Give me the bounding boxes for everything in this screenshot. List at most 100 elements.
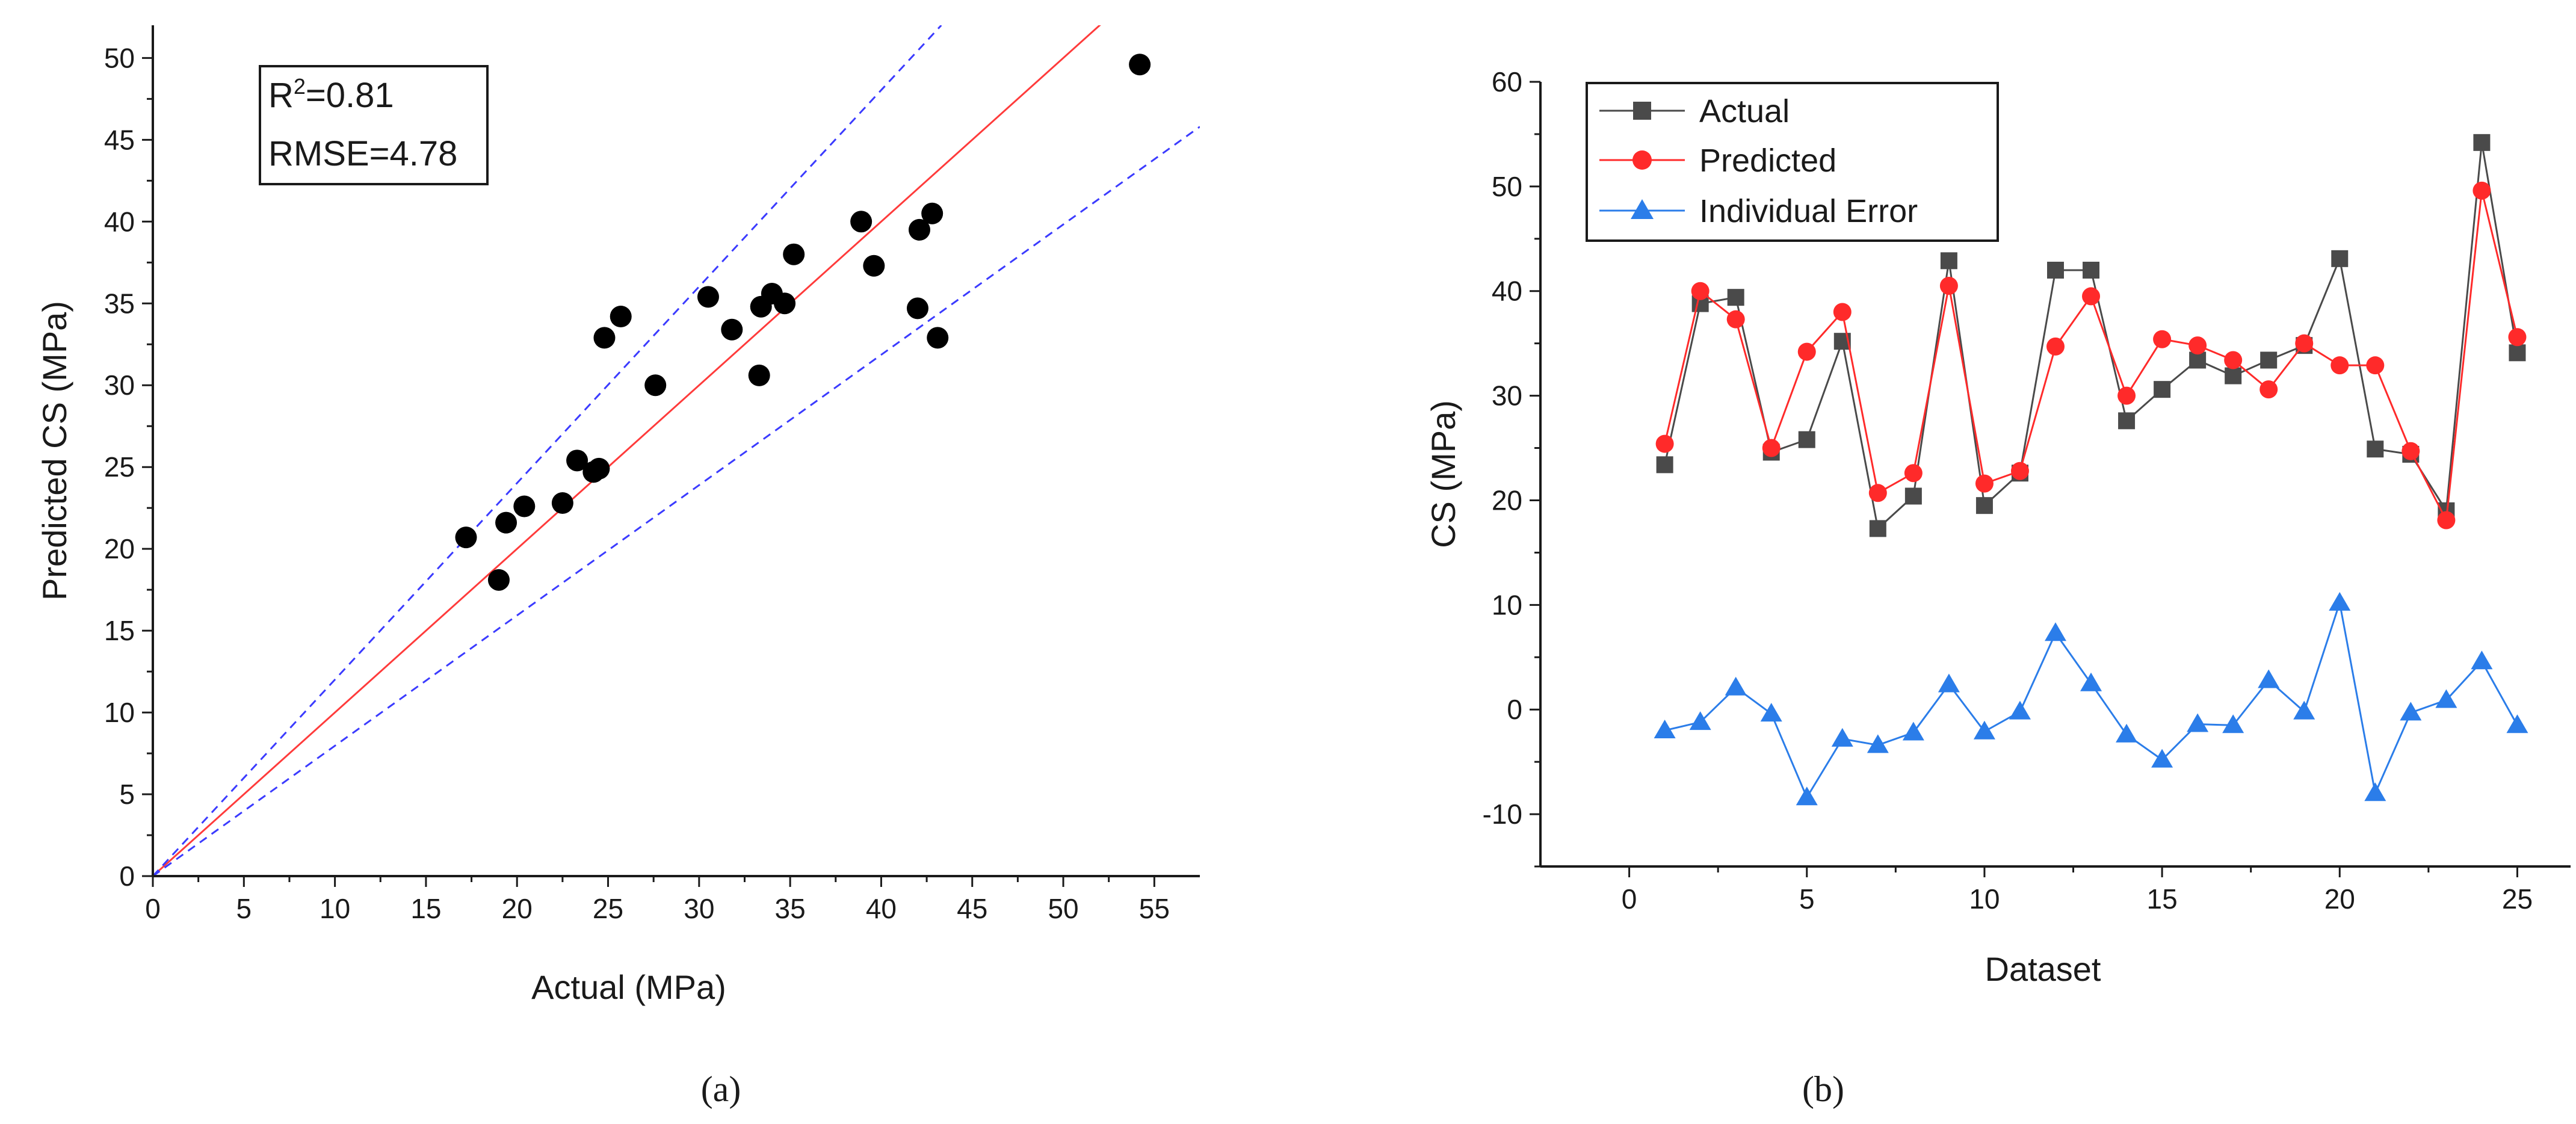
scatter-point [551,492,573,514]
rmse-label: RMSE=4.78 [268,134,457,173]
x-tick-label: 5 [236,893,252,924]
data-point [2331,250,2349,267]
data-point [2083,261,2100,279]
data-point [2435,689,2457,708]
data-point [2509,344,2526,362]
x-tick-label: 10 [1969,883,2000,915]
scatter-point [721,318,743,341]
legend-entry-predicted: Predicted [1599,143,1836,179]
data-point [2010,462,2029,480]
data-point [1904,487,1922,505]
data-point [2295,334,2314,353]
data-point [1973,720,1995,740]
legend-marker-circle [1632,150,1652,170]
x-tick-label: 0 [145,893,161,924]
data-point [1867,734,1889,753]
y-ticks: 0 5 10 15 20 25 30 35 40 45 50 [104,42,153,892]
y-tick-label: -10 [1483,798,1522,830]
y-tick-label: 20 [1492,484,1522,516]
legend-marker-square [1633,102,1651,120]
scatter-point [748,364,770,386]
data-point [2293,700,2315,720]
x-tick-label: 55 [1139,893,1170,924]
data-point [1869,520,1886,537]
data-point [2259,380,2278,399]
data-point [2508,328,2527,347]
scatter-point [927,327,949,349]
scatter-point [1129,54,1151,76]
scatter-point [863,255,885,277]
r-squared-label: R2=0.81 [268,74,394,115]
data-point [2082,287,2101,306]
scatter-point [783,243,805,265]
y-ticks: -10 0 10 20 30 40 50 60 [1483,66,1540,868]
x-tick-label: 30 [684,893,714,924]
data-point [1726,310,1745,329]
scatter-point [906,297,928,320]
x-tick-label: 20 [2324,883,2355,915]
data-point [2189,351,2207,369]
data-point [1798,431,1815,448]
x-tick-label: 25 [2502,883,2533,915]
data-point [1831,727,1853,747]
upper-bound-line [153,25,942,876]
series-group [1654,134,2528,806]
data-point [1725,676,1747,696]
data-point [1727,289,1744,306]
x-axis-label: Dataset [1985,950,2101,988]
y-tick-label: 50 [1492,171,1522,202]
y-axis-label: CS (MPa) [1424,400,1462,548]
x-tick-label: 5 [1799,883,1815,915]
x-tick-label: 50 [1048,893,1078,924]
data-point [1656,456,1673,474]
data-point [2224,351,2243,369]
x-axis-label: Actual (MPa) [531,968,726,1006]
legend: Actual Predicted Individual Error [1586,82,1999,242]
data-point [2222,714,2244,733]
data-point [1762,439,1781,457]
y-tick-label: 35 [104,288,135,319]
data-point [2366,356,2385,375]
y-tick-label: 0 [1507,694,1522,725]
series-line [1664,602,2518,800]
series-individual-error [1654,591,2528,806]
data-point [2046,337,2065,356]
data-point [2117,386,2136,405]
data-point [1940,252,1957,270]
y-tick-label: 10 [104,697,135,728]
data-point [2225,367,2242,384]
data-point [1691,282,1710,300]
data-point [1797,342,1816,361]
data-point [1902,721,1924,741]
legend-label-individual-error: Individual Error [1699,193,1918,229]
legend-label-predicted: Predicted [1699,143,1836,179]
y-axis-label: Predicted CS (MPa) [36,301,73,601]
data-point [2080,672,2102,691]
data-point [2367,440,2384,458]
x-tick-label: 15 [2147,883,2178,915]
y-tick-label: 5 [119,779,135,810]
y-tick-label: 45 [104,124,135,155]
data-point [2116,723,2138,743]
ideal-fit-line [153,25,1101,876]
y-tick-label: 10 [1492,589,1522,620]
data-point [2151,749,2173,768]
x-tick-label: 20 [502,893,533,924]
data-point [1796,786,1818,806]
data-point [2473,134,2491,151]
x-ticks: 0 5 10 15 20 25 30 35 40 45 50 55 [145,876,1170,924]
scatter-point [850,211,873,233]
scatter-point [644,374,667,397]
panel-a-plot-content [153,25,1200,876]
data-point [1760,703,1782,722]
data-point [1938,673,1960,693]
data-point [2118,412,2136,430]
y-tick-label: 50 [104,42,135,73]
panel-b-plot-content [1654,134,2528,806]
y-tick-label: 60 [1492,66,1522,97]
scatter-point [455,526,477,549]
data-point [2400,702,2422,721]
x-tick-label: 40 [866,893,897,924]
data-point [2154,381,2171,398]
y-tick-label: 0 [119,860,135,892]
